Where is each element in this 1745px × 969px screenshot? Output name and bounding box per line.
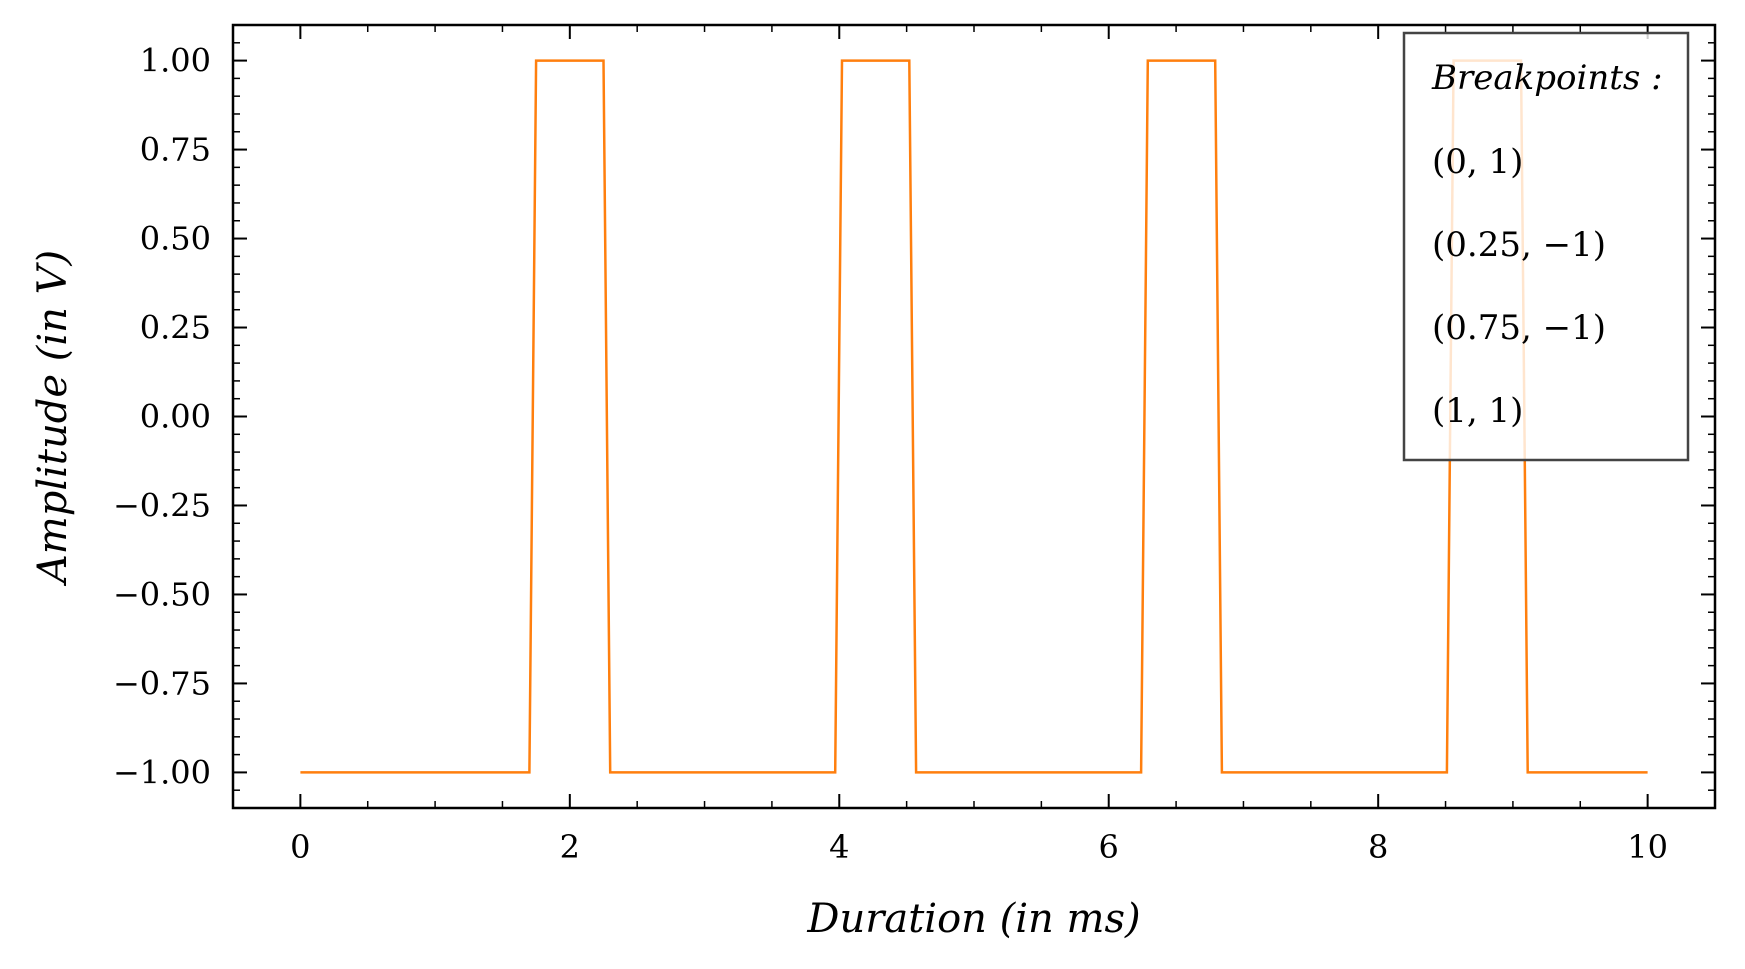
- x-tick-label: 4: [829, 828, 849, 866]
- x-tick-label: 8: [1368, 828, 1388, 866]
- y-tick-label: 1.00: [140, 42, 211, 80]
- y-axis-label: Amplitude (in V): [30, 250, 76, 587]
- legend-title: Breakpoints :: [1431, 58, 1663, 98]
- x-tick-label: 10: [1627, 828, 1668, 866]
- y-tick-label: −1.00: [113, 753, 211, 791]
- y-tick-label: −0.25: [113, 486, 211, 524]
- legend: Breakpoints : (0, 1) (0.25, −1) (0.75, −1)…: [1402, 31, 1690, 462]
- y-tick-label: −0.75: [113, 664, 211, 702]
- legend-entry: (0.75, −1): [1432, 308, 1606, 348]
- y-tick-label: 0.75: [140, 131, 211, 169]
- x-tick-label: 2: [560, 828, 580, 866]
- legend-entry: (0, 1): [1432, 142, 1523, 182]
- y-tick-label: 0.50: [140, 220, 211, 258]
- labels-layer: 0 2 4 6 8 10 1.00 0.75 0.50 0.25 0.00 −0.25 −0.50 −0.…: [113, 42, 1668, 866]
- x-axis-label: Duration (in ms): [806, 896, 1140, 942]
- legend-box: [1402, 31, 1690, 462]
- plot-frame: [231, 23, 1717, 810]
- legend-entries: (0, 1) (0.25, −1) (0.75, −1) (1, 1): [1432, 142, 1606, 431]
- y-tick-label: 0.00: [140, 398, 211, 436]
- legend-entry: (1, 1): [1432, 391, 1523, 431]
- legend-entry: (0.25, −1): [1432, 225, 1606, 265]
- x-tick-label: 0: [290, 828, 310, 866]
- x-tick-label: 6: [1099, 828, 1119, 866]
- y-tick-label: −0.50: [113, 575, 211, 613]
- y-tick-label: 0.25: [140, 309, 211, 347]
